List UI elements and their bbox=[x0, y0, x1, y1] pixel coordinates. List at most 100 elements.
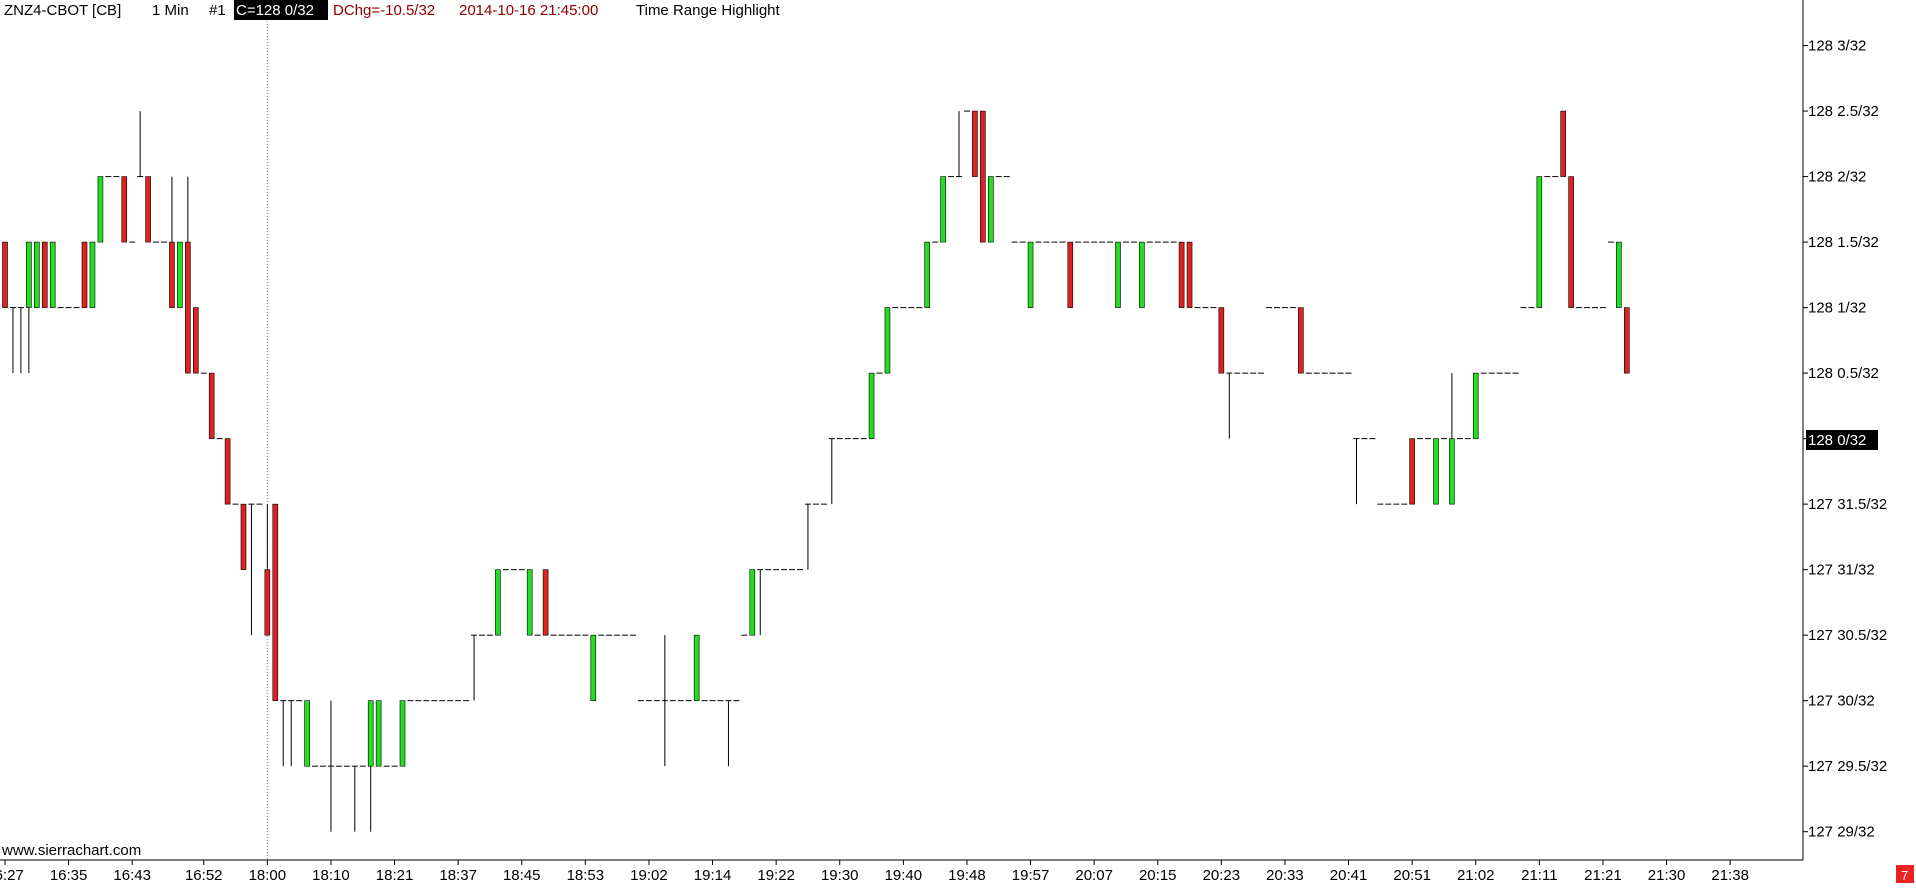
x-tick-label: 16:27 bbox=[0, 867, 24, 884]
y-tick-label: 127 30.5/32 bbox=[1808, 627, 1887, 644]
candle[interactable] bbox=[495, 569, 501, 636]
candle[interactable] bbox=[89, 241, 96, 308]
candle[interactable] bbox=[9, 307, 16, 374]
candle[interactable] bbox=[145, 176, 151, 243]
candle[interactable] bbox=[264, 504, 271, 636]
candle[interactable] bbox=[757, 569, 764, 636]
candle[interactable] bbox=[185, 176, 191, 374]
y-tick-label: 127 29/32 bbox=[1808, 824, 1875, 841]
candle[interactable] bbox=[26, 241, 32, 374]
candle-body-up bbox=[693, 634, 700, 701]
candle[interactable] bbox=[471, 634, 478, 701]
candle[interactable] bbox=[1115, 241, 1121, 308]
candle[interactable] bbox=[940, 176, 946, 243]
candle[interactable] bbox=[884, 307, 891, 374]
candle[interactable] bbox=[1298, 307, 1304, 374]
candle[interactable] bbox=[1186, 241, 1193, 308]
candle[interactable] bbox=[972, 110, 978, 177]
candle-body-down bbox=[1298, 307, 1304, 374]
candle[interactable] bbox=[868, 372, 875, 439]
candle[interactable] bbox=[1560, 110, 1566, 177]
candle[interactable] bbox=[272, 503, 279, 701]
candle[interactable] bbox=[1027, 241, 1034, 308]
candle[interactable] bbox=[17, 307, 24, 374]
candle-body-down bbox=[1218, 307, 1225, 374]
candle[interactable] bbox=[1218, 307, 1225, 374]
x-tick-label: 19:02 bbox=[630, 867, 668, 884]
candle[interactable] bbox=[924, 241, 931, 308]
candle[interactable] bbox=[367, 700, 374, 832]
corner-badge[interactable]: 7 bbox=[1896, 865, 1914, 883]
candle[interactable] bbox=[208, 372, 215, 439]
candle[interactable] bbox=[169, 176, 175, 308]
candle[interactable] bbox=[1433, 438, 1439, 505]
candle-body-down bbox=[264, 569, 271, 636]
candle[interactable] bbox=[542, 569, 549, 636]
candle[interactable] bbox=[1178, 241, 1185, 308]
candle[interactable] bbox=[956, 111, 962, 178]
candle[interactable] bbox=[375, 700, 382, 767]
candle[interactable] bbox=[693, 634, 700, 701]
candle[interactable] bbox=[1353, 438, 1360, 505]
candle[interactable] bbox=[33, 241, 40, 308]
candle-body-up bbox=[1449, 438, 1455, 505]
candle[interactable] bbox=[304, 700, 310, 767]
candle[interactable] bbox=[1067, 241, 1074, 308]
candle[interactable] bbox=[49, 241, 56, 308]
chart-number-label: #1 bbox=[209, 2, 226, 19]
candle[interactable] bbox=[1624, 307, 1630, 374]
y-tick-label: 128 2.5/32 bbox=[1808, 103, 1879, 120]
candle[interactable] bbox=[1409, 438, 1415, 505]
y-tick-label: 128 3/32 bbox=[1808, 38, 1866, 55]
candle[interactable] bbox=[351, 765, 358, 832]
candle[interactable] bbox=[1536, 176, 1543, 308]
candle[interactable] bbox=[240, 503, 247, 570]
candle[interactable] bbox=[193, 307, 199, 374]
corner-badge-box[interactable] bbox=[1896, 865, 1914, 883]
candle[interactable] bbox=[980, 110, 986, 243]
x-tick-label: 21:30 bbox=[1648, 867, 1686, 884]
candle[interactable] bbox=[137, 111, 144, 178]
candle-body-down bbox=[1409, 438, 1415, 505]
candle[interactable] bbox=[828, 438, 835, 505]
candle[interactable] bbox=[526, 569, 533, 636]
candle[interactable] bbox=[590, 634, 597, 701]
candle[interactable] bbox=[725, 700, 732, 767]
candle[interactable] bbox=[1449, 373, 1455, 505]
candle[interactable] bbox=[1568, 176, 1574, 308]
last-price-marker: 128 0/32 bbox=[1806, 430, 1878, 450]
x-tick-label: 20:33 bbox=[1266, 867, 1304, 884]
candle-body-up bbox=[304, 700, 310, 767]
x-tick-label: 16:35 bbox=[50, 867, 88, 884]
candle[interactable] bbox=[1472, 372, 1479, 439]
candle-body-up bbox=[749, 569, 756, 636]
candle[interactable] bbox=[41, 241, 48, 308]
candle[interactable] bbox=[97, 176, 104, 243]
candle[interactable] bbox=[1226, 372, 1233, 439]
candle[interactable] bbox=[224, 438, 231, 505]
candle[interactable] bbox=[248, 503, 255, 636]
x-tick-label: 20:15 bbox=[1139, 867, 1177, 884]
candle[interactable] bbox=[987, 176, 994, 243]
candle[interactable] bbox=[288, 700, 295, 767]
candle[interactable] bbox=[749, 569, 756, 636]
candle[interactable] bbox=[2, 241, 8, 308]
candle-body-up bbox=[1433, 438, 1439, 505]
candle[interactable] bbox=[1139, 241, 1145, 308]
candle[interactable] bbox=[81, 241, 88, 308]
candle[interactable] bbox=[661, 635, 668, 767]
candle[interactable] bbox=[1616, 241, 1622, 308]
candle[interactable] bbox=[327, 700, 334, 832]
candle[interactable] bbox=[121, 176, 128, 243]
candle-body-up bbox=[1115, 241, 1121, 308]
candle[interactable] bbox=[399, 700, 406, 767]
candle[interactable] bbox=[177, 241, 183, 308]
candle[interactable] bbox=[280, 700, 287, 767]
candle-body-up bbox=[526, 569, 533, 636]
interval-label: 1 Min bbox=[152, 2, 189, 19]
candle[interactable] bbox=[804, 503, 811, 570]
candle-body-up bbox=[375, 700, 382, 767]
